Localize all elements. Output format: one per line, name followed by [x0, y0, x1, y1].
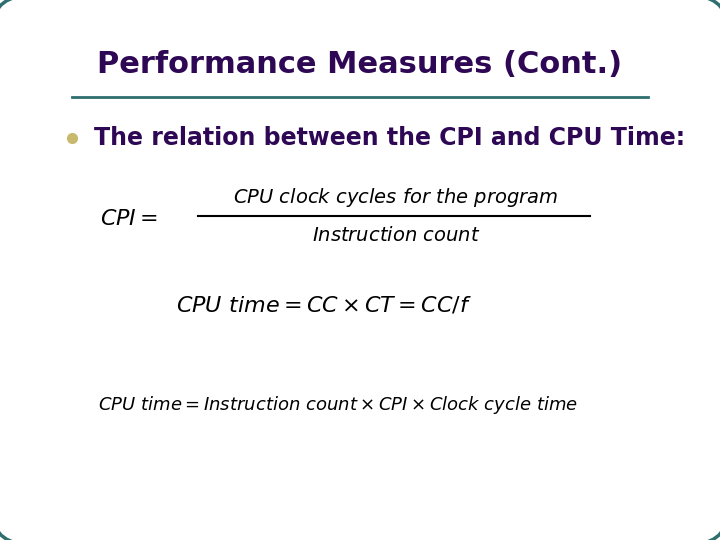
Text: $\mathit{CPU\ time} = CC \times CT = CC/f$: $\mathit{CPU\ time} = CC \times CT = CC/… — [176, 295, 472, 315]
Text: Performance Measures (Cont.): Performance Measures (Cont.) — [97, 50, 623, 79]
Text: $\mathit{Instruction\ count}$: $\mathit{Instruction\ count}$ — [312, 226, 480, 246]
Text: $\mathit{CPU\ time} = \mathit{Instruction\ count} \times \mathit{CPI} \times \ma: $\mathit{CPU\ time} = \mathit{Instructio… — [99, 394, 578, 416]
Text: The relation between the CPI and CPU Time:: The relation between the CPI and CPU Tim… — [94, 126, 685, 150]
Text: $\mathit{CPU\ clock\ cycles\ for\ the\ program}$: $\mathit{CPU\ clock\ cycles\ for\ the\ p… — [233, 186, 559, 208]
Text: $\mathit{CPI} = $: $\mathit{CPI} = $ — [100, 208, 158, 229]
